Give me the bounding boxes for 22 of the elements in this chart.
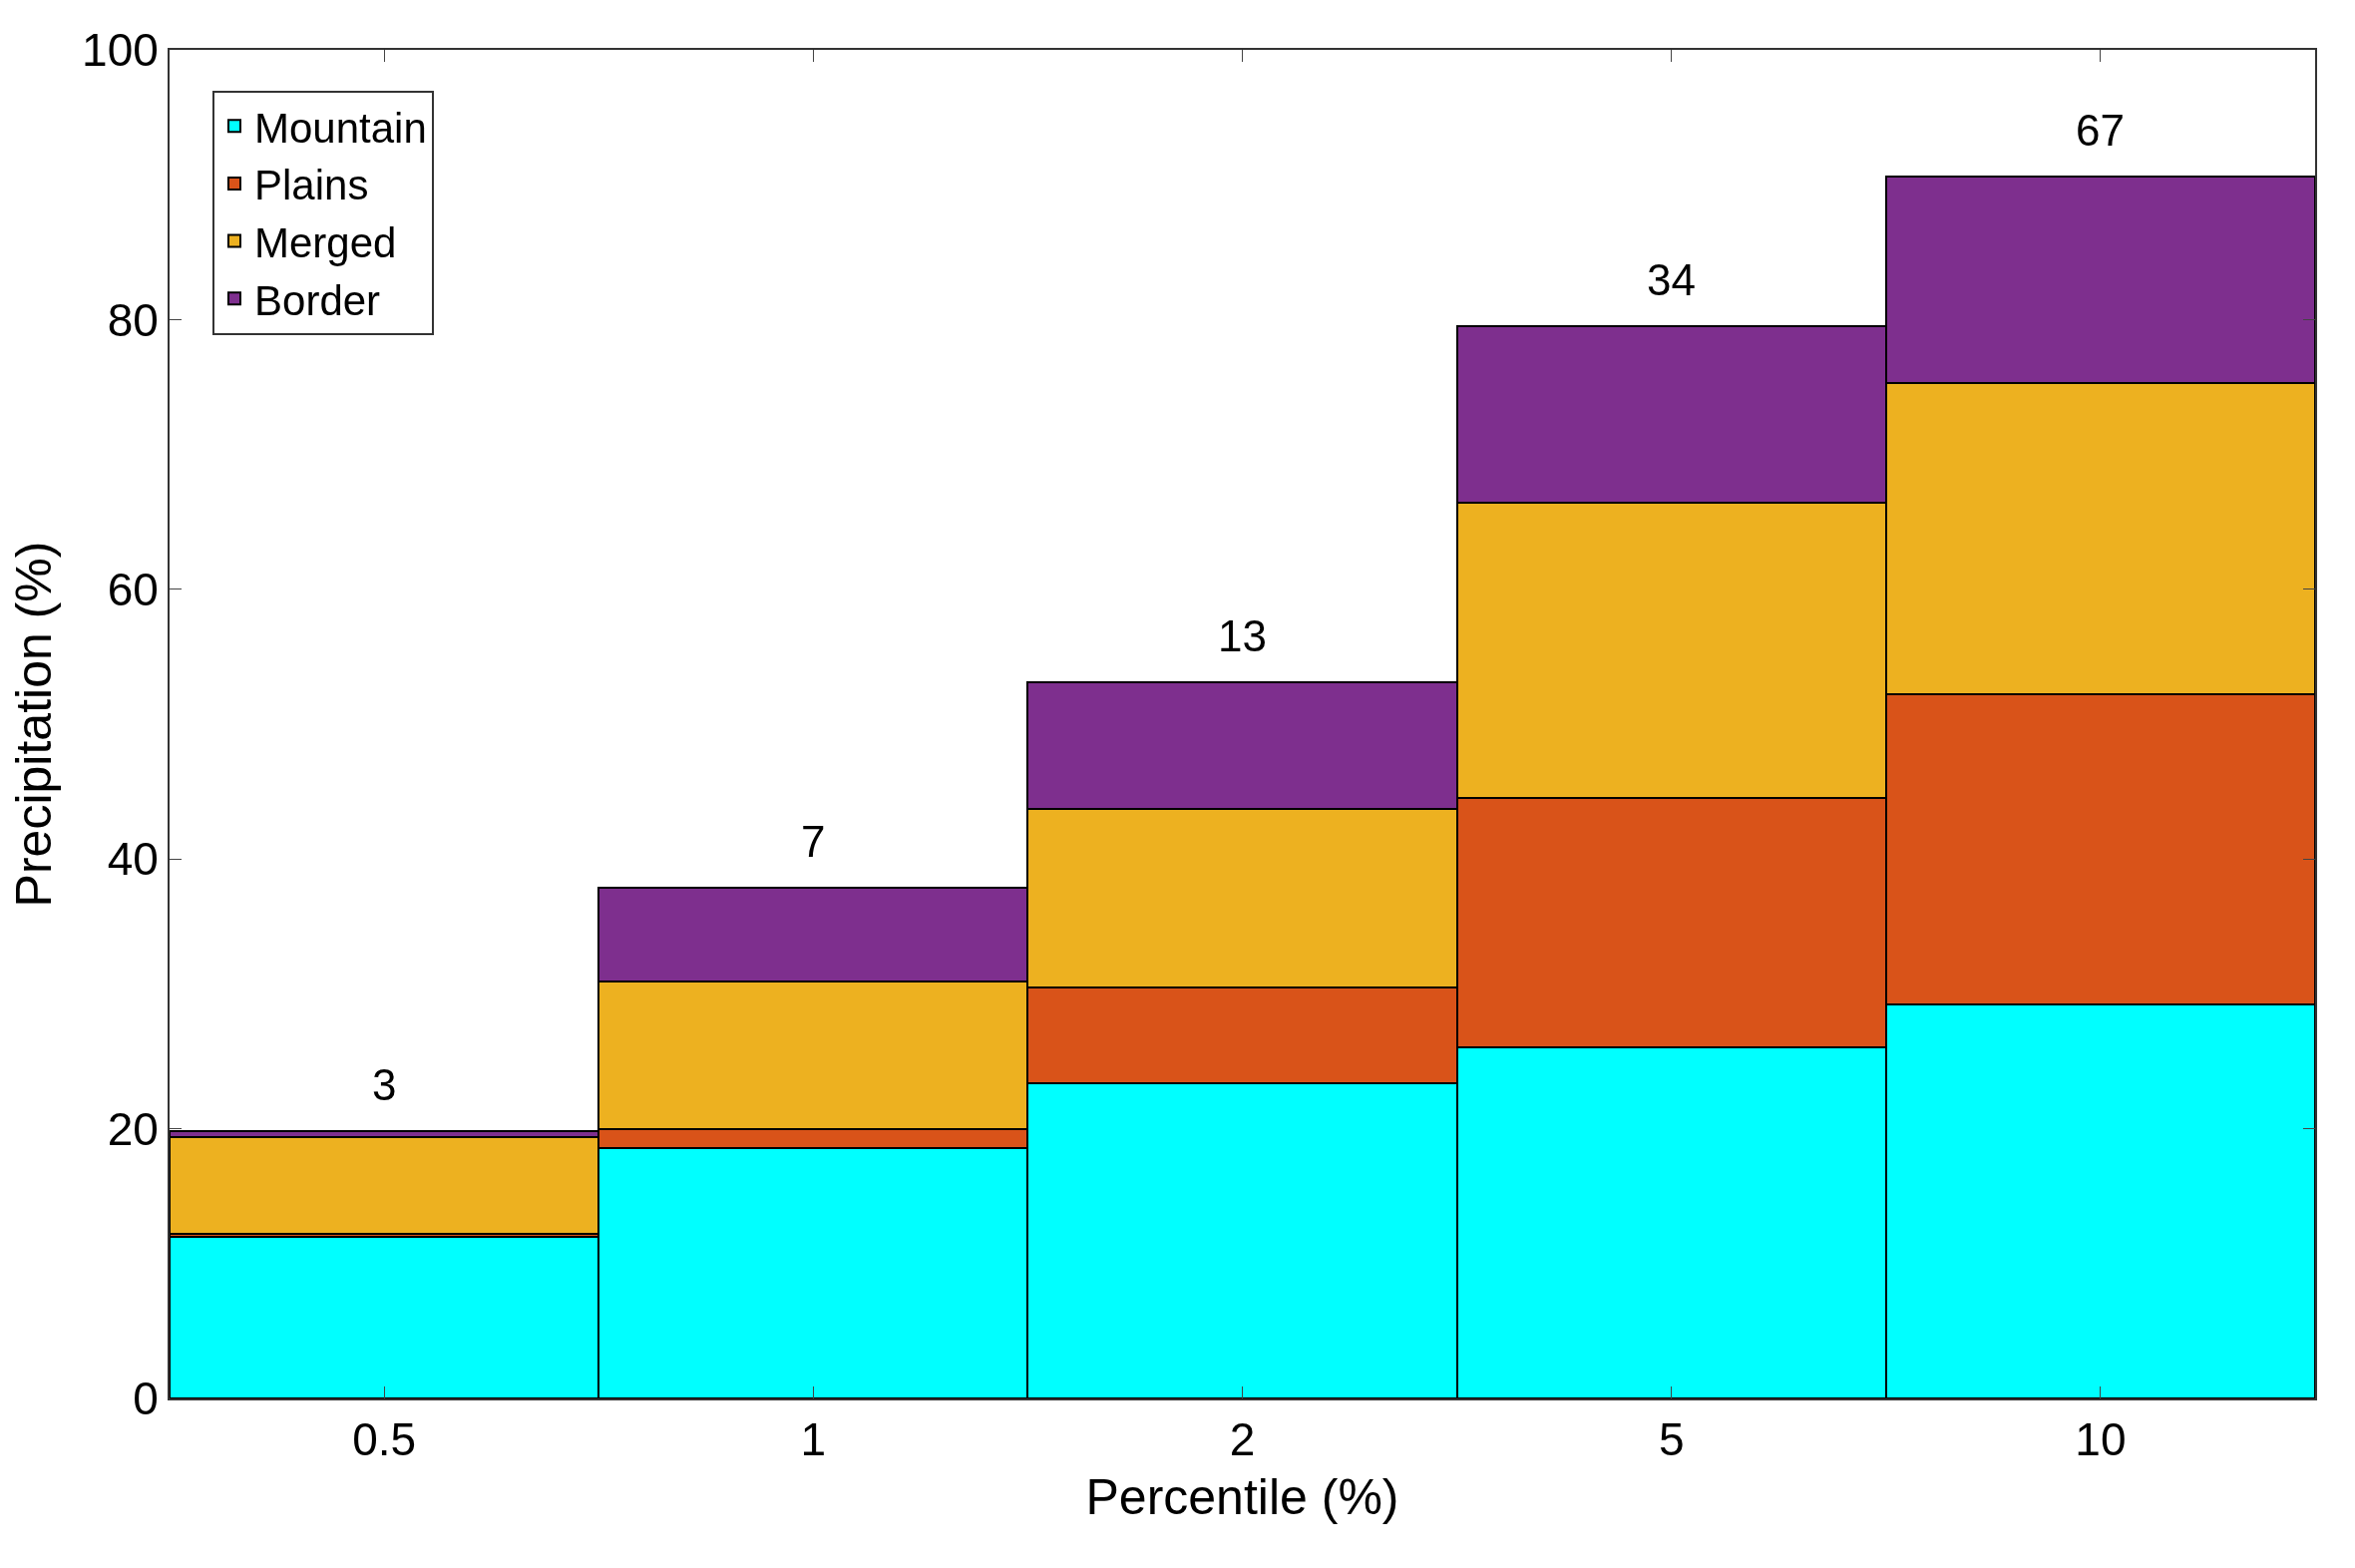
x-tick-label: 10 — [2075, 1413, 2127, 1466]
y-tick-label: 40 — [107, 833, 159, 886]
annotation: 3 — [372, 1060, 397, 1109]
x-axis-title: Percentile (%) — [1085, 1469, 1399, 1526]
y-tick-label: 20 — [107, 1102, 159, 1155]
legend-label: Plains — [254, 162, 369, 209]
x-tick-label: 1 — [800, 1413, 827, 1466]
annotation: 34 — [1647, 255, 1696, 304]
y-tick-label: 100 — [82, 24, 159, 77]
x-tick-label: 0.5 — [352, 1413, 417, 1466]
legend-label: Merged — [254, 218, 397, 266]
y-tick-label: 60 — [107, 563, 159, 615]
annotation: 13 — [1218, 611, 1267, 660]
x-tick-label: 5 — [1658, 1413, 1685, 1466]
y-tick-label: 80 — [107, 293, 159, 346]
x-tick-label: 2 — [1229, 1413, 1256, 1466]
annotation: 7 — [801, 817, 826, 866]
y-tick-label: 0 — [133, 1372, 159, 1425]
y-axis-title: Precipitation (%) — [5, 541, 62, 908]
annotation: 67 — [2076, 106, 2125, 155]
legend-label: Border — [254, 276, 381, 324]
legend-label: Mountain — [254, 104, 427, 152]
